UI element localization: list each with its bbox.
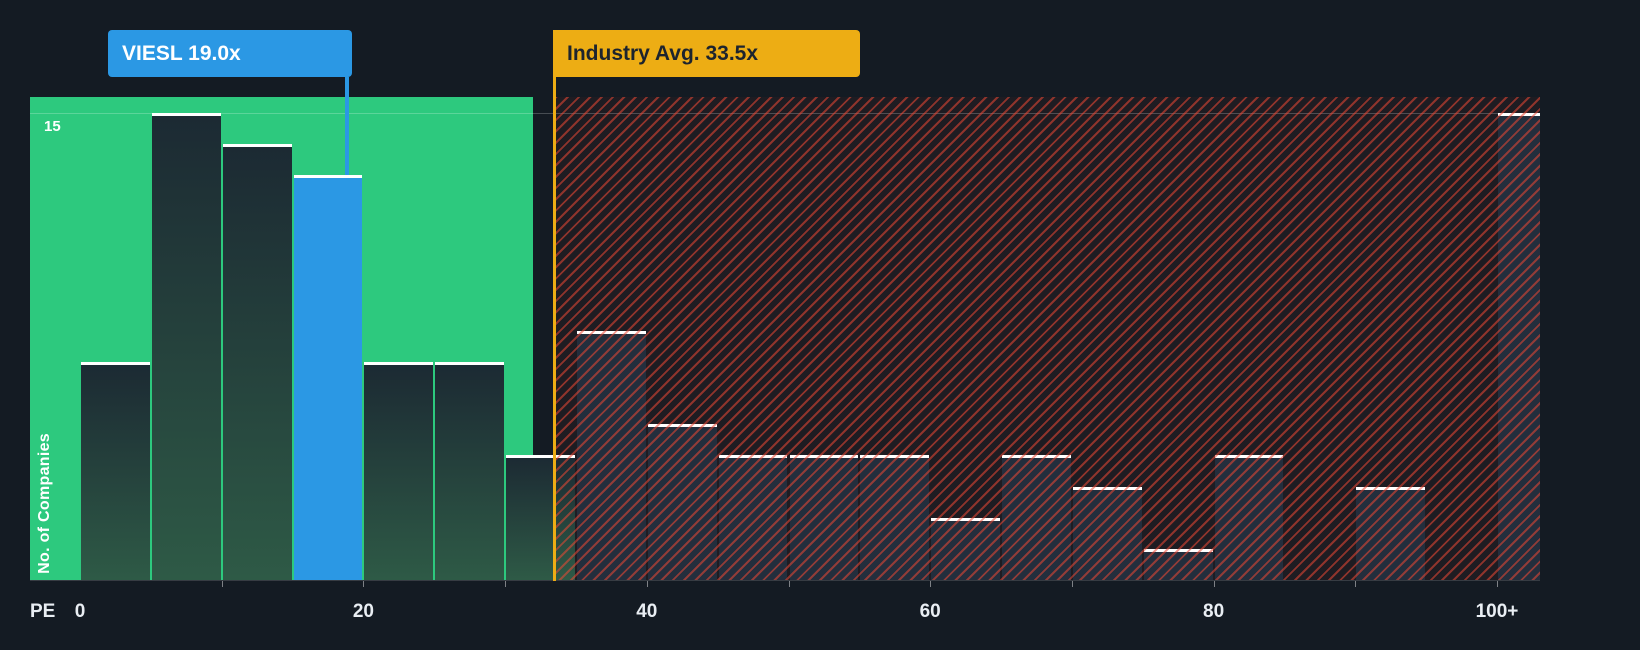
company-callout-label: VIESL 19.0x xyxy=(122,42,241,65)
x-tick-label: 100+ xyxy=(1475,601,1519,622)
x-tick-label: 40 xyxy=(636,601,658,622)
industry-avg-callout: Industry Avg. 33.5x xyxy=(553,30,860,77)
histogram-bar[interactable] xyxy=(222,144,292,580)
histogram-bar[interactable] xyxy=(860,455,930,580)
histogram-bar[interactable] xyxy=(576,331,646,580)
histogram-bar[interactable] xyxy=(364,362,434,580)
x-tick-label: 0 xyxy=(74,601,86,622)
x-tick-label: 20 xyxy=(352,601,374,622)
x-tick-mark xyxy=(221,581,223,587)
x-tick-mark xyxy=(1071,581,1073,587)
x-tick-mark xyxy=(1213,581,1215,587)
histogram-bar[interactable] xyxy=(1143,549,1213,580)
x-tick-mark xyxy=(788,581,790,587)
x-tick-mark xyxy=(363,581,365,587)
company-callout-stem xyxy=(345,77,349,175)
x-axis-baseline xyxy=(30,580,1540,581)
company-callout: VIESL 19.0x xyxy=(108,30,352,175)
histogram-bar[interactable] xyxy=(1214,455,1284,580)
histogram-bar[interactable] xyxy=(151,113,221,580)
x-tick-mark xyxy=(1355,581,1357,587)
plot-area: 15 No. of Companies xyxy=(30,97,1540,580)
histogram-bar[interactable] xyxy=(931,518,1001,580)
histogram-bar[interactable] xyxy=(81,362,150,580)
histogram-bar[interactable] xyxy=(1002,455,1071,580)
histogram-bar[interactable] xyxy=(789,455,859,580)
histogram-bar[interactable] xyxy=(1498,113,1540,580)
y-axis-title: No. of Companies xyxy=(36,433,53,574)
x-tick-mark xyxy=(505,581,507,587)
x-tick-label: 80 xyxy=(1203,601,1225,622)
histogram-bar[interactable] xyxy=(1356,487,1426,580)
histogram-bar[interactable] xyxy=(1072,487,1142,580)
bars-layer xyxy=(30,97,1540,580)
highlight-bar-viesl[interactable] xyxy=(293,175,363,580)
x-axis-unit-label: PE xyxy=(30,601,56,622)
histogram-bar[interactable] xyxy=(435,362,505,580)
x-tick-mark xyxy=(930,581,932,587)
x-tick-mark xyxy=(646,581,648,587)
y-axis-tick-label: 15 xyxy=(44,118,61,135)
x-tick-mark xyxy=(1497,581,1498,587)
histogram-bar[interactable] xyxy=(506,455,575,580)
x-tick-label: 60 xyxy=(919,601,941,622)
industry-avg-callout-label: Industry Avg. 33.5x xyxy=(567,42,759,65)
industry-average-line xyxy=(553,77,556,581)
histogram-bar[interactable] xyxy=(647,424,717,580)
histogram-bar[interactable] xyxy=(718,455,788,580)
